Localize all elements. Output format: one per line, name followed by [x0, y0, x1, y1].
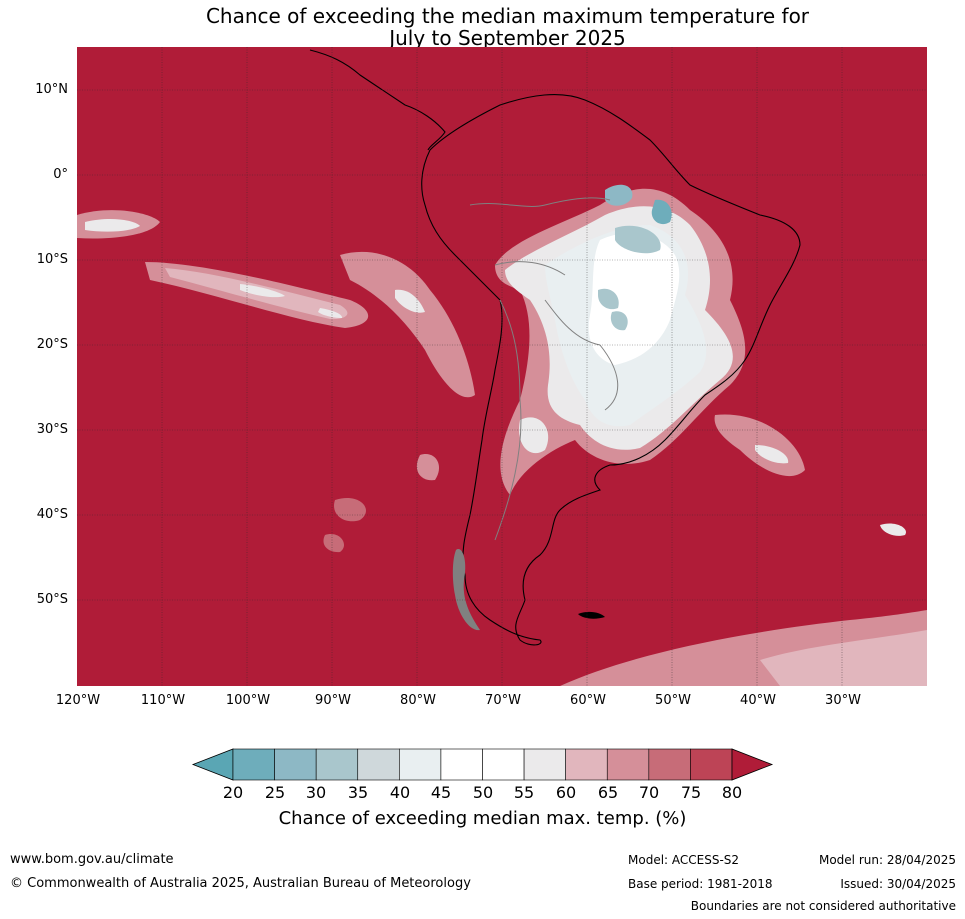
lon-label-30w: 30°W: [825, 693, 861, 708]
colorbar-tick-60: 60: [555, 783, 577, 802]
colorbar-extension-low: [191, 748, 234, 781]
lon-label-120w: 120°W: [55, 693, 101, 708]
colorbar-segment: [565, 748, 608, 781]
colorbar-tick-20: 20: [222, 783, 244, 802]
lat-label-50s: 50°S: [36, 592, 68, 607]
colorbar-segment: [232, 748, 275, 781]
atlantic-south-band-core: [760, 630, 927, 686]
copyright-text: © Commonwealth of Australia 2025, Austra…: [10, 876, 471, 891]
south-america-coastline: [421, 94, 801, 646]
disclaimer-text: Boundaries are not considered authoritat…: [690, 899, 956, 913]
lon-label-80w: 80°W: [400, 693, 436, 708]
pacific-small-patch: [416, 454, 440, 481]
colorbar-segment: [440, 748, 483, 781]
colorbar-segment: [482, 748, 525, 781]
colorbar-label: Chance of exceeding median max. temp. (%…: [278, 808, 687, 829]
colorbar-segment: [357, 748, 400, 781]
issued-text: Issued: 30/04/2025: [840, 877, 956, 891]
colorbar-extension-high: [731, 748, 774, 781]
website-text: www.bom.gov.au/climate: [10, 852, 174, 867]
colorbar-tick-55: 55: [513, 783, 535, 802]
lon-label-110w: 110°W: [140, 693, 186, 708]
pacific-plume: [340, 251, 475, 398]
anomaly-white: [588, 233, 680, 365]
colorbar-segment: [690, 748, 733, 781]
falkland-islands: [578, 611, 605, 619]
anomaly-cool-4: [598, 288, 628, 331]
model-text: Model: ACCESS-S2: [628, 853, 740, 867]
lon-label-60w: 60°W: [570, 693, 606, 708]
atlantic-small-patch: [880, 523, 906, 536]
colorbar-tick-75: 75: [680, 783, 702, 802]
colorbar-tick-50: 50: [472, 783, 494, 802]
pacific-streak-left-core: [85, 219, 140, 232]
map-title-line-1: Chance of exceeding the median maximum t…: [205, 4, 810, 28]
lon-label-50w: 50°W: [655, 693, 691, 708]
anomaly-cool-3: [615, 225, 661, 254]
lat-label-40s: 40°S: [36, 507, 68, 522]
colorbar-tick-70: 70: [638, 783, 660, 802]
lon-label-40w: 40°W: [740, 693, 776, 708]
pacific-plume-core: [395, 289, 425, 313]
colorbar-tick-80: 80: [721, 783, 743, 802]
lat-label-10s: 10°S: [36, 252, 68, 267]
colorbar-segment: [274, 748, 317, 781]
pacific-streak-long-core: [240, 284, 343, 318]
colorbar-tick-35: 35: [347, 783, 369, 802]
anomaly-cool-2: [651, 199, 672, 225]
lat-label-10n: 10°N: [35, 82, 68, 97]
model-run-text: Model run: 28/04/2025: [818, 853, 956, 867]
anomaly-cool-1: [605, 184, 633, 206]
colorbar-tick-25: 25: [264, 783, 286, 802]
colorbar-tick-45: 45: [430, 783, 452, 802]
country-borders: [469, 197, 619, 541]
southern-chile-islands: [452, 549, 480, 631]
colorbar-tick-30: 30: [305, 783, 327, 802]
central-america-coastline: [309, 49, 446, 151]
lon-label-100w: 100°W: [225, 693, 271, 708]
anomaly-patch-sw: [519, 417, 549, 454]
colorbar-segment: [399, 748, 442, 781]
lat-label-0: 0°: [53, 167, 68, 182]
colorbar: [191, 748, 774, 781]
lon-label-90w: 90°W: [315, 693, 351, 708]
colorbar-segment: [648, 748, 691, 781]
map-title-line-2: July to September 2025: [389, 26, 626, 50]
atlantic-patch-east-core: [755, 445, 789, 464]
colorbar-tick-40: 40: [389, 783, 411, 802]
colorbar-segment: [315, 748, 359, 781]
lat-label-30s: 30°S: [36, 422, 68, 437]
pacific-patch-south: [323, 498, 366, 553]
colorbar-segment: [523, 748, 566, 781]
colorbar-segment: [606, 748, 650, 781]
base-period-text: Base period: 1981-2018: [628, 877, 773, 891]
map-plot-area: [77, 47, 927, 686]
lat-label-20s: 20°S: [36, 337, 68, 352]
map-gridlines: [77, 47, 927, 686]
colorbar-tick-65: 65: [597, 783, 619, 802]
lon-label-70w: 70°W: [485, 693, 521, 708]
